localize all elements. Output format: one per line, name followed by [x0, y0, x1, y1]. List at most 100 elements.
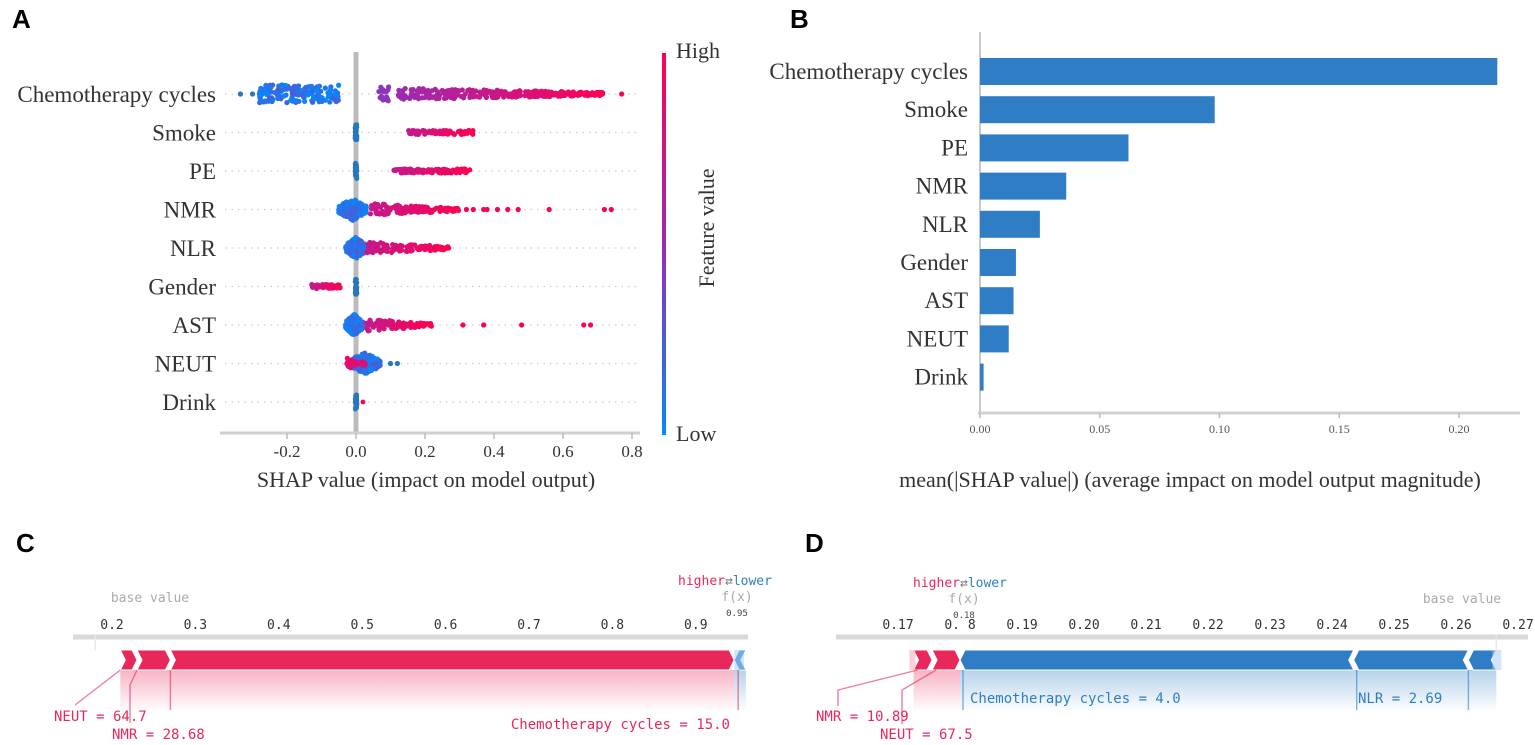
shap-point: [264, 91, 270, 97]
shap-point: [354, 353, 360, 360]
feature-label: Chemotherapy cycles = 15.0: [511, 717, 730, 733]
shap-point: [281, 86, 287, 92]
shap-point: [301, 95, 307, 101]
feature-label: PE: [189, 159, 216, 184]
shap-point: [414, 128, 420, 134]
feature-label: NMR = 10.89: [816, 709, 909, 725]
shap-point: [349, 357, 355, 363]
base-value-label: base value: [1423, 592, 1501, 607]
shap-point: [396, 87, 402, 93]
shap-point: [367, 366, 374, 373]
shap-point: [352, 360, 358, 366]
bar-category-label: AST: [925, 288, 968, 313]
shap-point: [258, 85, 264, 91]
force-tick-label: 0.17: [882, 618, 913, 633]
colorbar-low-label: Low: [676, 421, 716, 446]
shap-point: [409, 247, 415, 254]
shap-point: [333, 96, 339, 102]
shap-point: [310, 88, 316, 95]
x-tick-label: 0.6: [552, 442, 573, 461]
shap-point: [446, 168, 452, 174]
x-tick-label: -0.2: [274, 442, 301, 461]
label-leader-line: [129, 669, 138, 723]
shap-point: [398, 207, 405, 213]
shap-point: [395, 202, 401, 208]
shap-point: [366, 327, 372, 334]
importance-bar: [980, 287, 1014, 315]
shap-point: [481, 322, 487, 328]
shap-point: [404, 244, 410, 250]
shap-point: [451, 131, 457, 138]
shap-point: [399, 243, 405, 249]
feature-label: NEUT = 67.5: [880, 727, 973, 743]
negative-segment: [1353, 649, 1470, 671]
shap-point: [446, 128, 452, 135]
shap-point: [373, 207, 379, 214]
shap-point: [367, 211, 374, 217]
shap-point: [402, 85, 408, 92]
force-tick-label: 0.24: [1316, 618, 1347, 633]
shap-point: [349, 240, 355, 246]
shap-point: [516, 93, 523, 99]
force-tick-label: 0.27: [1502, 618, 1533, 633]
shap-point: [429, 170, 435, 176]
feature-label: NEUT: [155, 352, 216, 377]
importance-bar: [980, 210, 1040, 238]
colorbar-label: Feature value: [694, 168, 719, 287]
shap-point: [353, 405, 359, 410]
label-leader-line: [901, 669, 937, 724]
shap-point: [559, 92, 565, 98]
x-tick-label: 0.15: [1329, 422, 1350, 436]
shap-point: [547, 93, 553, 100]
x-tick-label: 0.00: [970, 422, 991, 436]
shap-point: [448, 87, 454, 93]
importance-bar: [980, 96, 1215, 124]
shap-point: [284, 99, 290, 106]
shap-point: [468, 129, 475, 135]
bar-category-label: Smoke: [904, 97, 968, 122]
shap-point: [411, 169, 417, 175]
shap-point: [388, 318, 395, 324]
shap-point: [417, 89, 423, 95]
bar-category-label: Gender: [900, 250, 968, 275]
shap-point: [416, 324, 422, 330]
force-tick-label: 0.26: [1440, 618, 1471, 633]
bar-category-label: Chemotherapy cycles: [769, 59, 968, 84]
shap-point: [426, 95, 432, 101]
panel-letter-d: D: [805, 528, 824, 558]
shap-point: [375, 202, 381, 208]
shap-point: [385, 87, 391, 93]
shap-point: [330, 285, 336, 291]
fx-value: 0.95: [726, 609, 748, 619]
feature-label: NLR = 2.69: [1358, 691, 1442, 707]
shap-point: [522, 93, 528, 99]
shap-point: [344, 212, 350, 218]
shap-point: [381, 211, 387, 218]
panel-letter-c: C: [16, 528, 35, 558]
shap-point: [343, 321, 349, 327]
shap-point: [356, 210, 362, 216]
label-leader-line: [837, 669, 918, 706]
positive-segment: [931, 649, 961, 671]
shap-point: [586, 91, 592, 97]
shap-point: [437, 168, 443, 175]
force-tick-label: 0.23: [1254, 618, 1285, 633]
importance-bar: [980, 363, 984, 391]
shap-point: [339, 211, 345, 217]
shap-point: [353, 161, 359, 167]
shap-point: [495, 88, 501, 94]
force-tick-label: 0.19: [1006, 618, 1037, 633]
shap-point: [371, 322, 378, 328]
shap-point: [403, 204, 409, 210]
x-axis-label: mean(|SHAP value|) (average impact on mo…: [899, 467, 1481, 492]
force-tick-label: 0.20: [1068, 618, 1099, 633]
shap-point: [435, 205, 441, 211]
shap-point: [420, 243, 426, 250]
positive-fade: [913, 670, 933, 712]
shap-point: [317, 284, 323, 290]
importance-bar: [980, 134, 1129, 162]
shap-point: [389, 325, 395, 331]
shap-point: [420, 323, 426, 329]
shap-point: [505, 206, 511, 213]
x-tick-label: 0.10: [1209, 422, 1230, 436]
